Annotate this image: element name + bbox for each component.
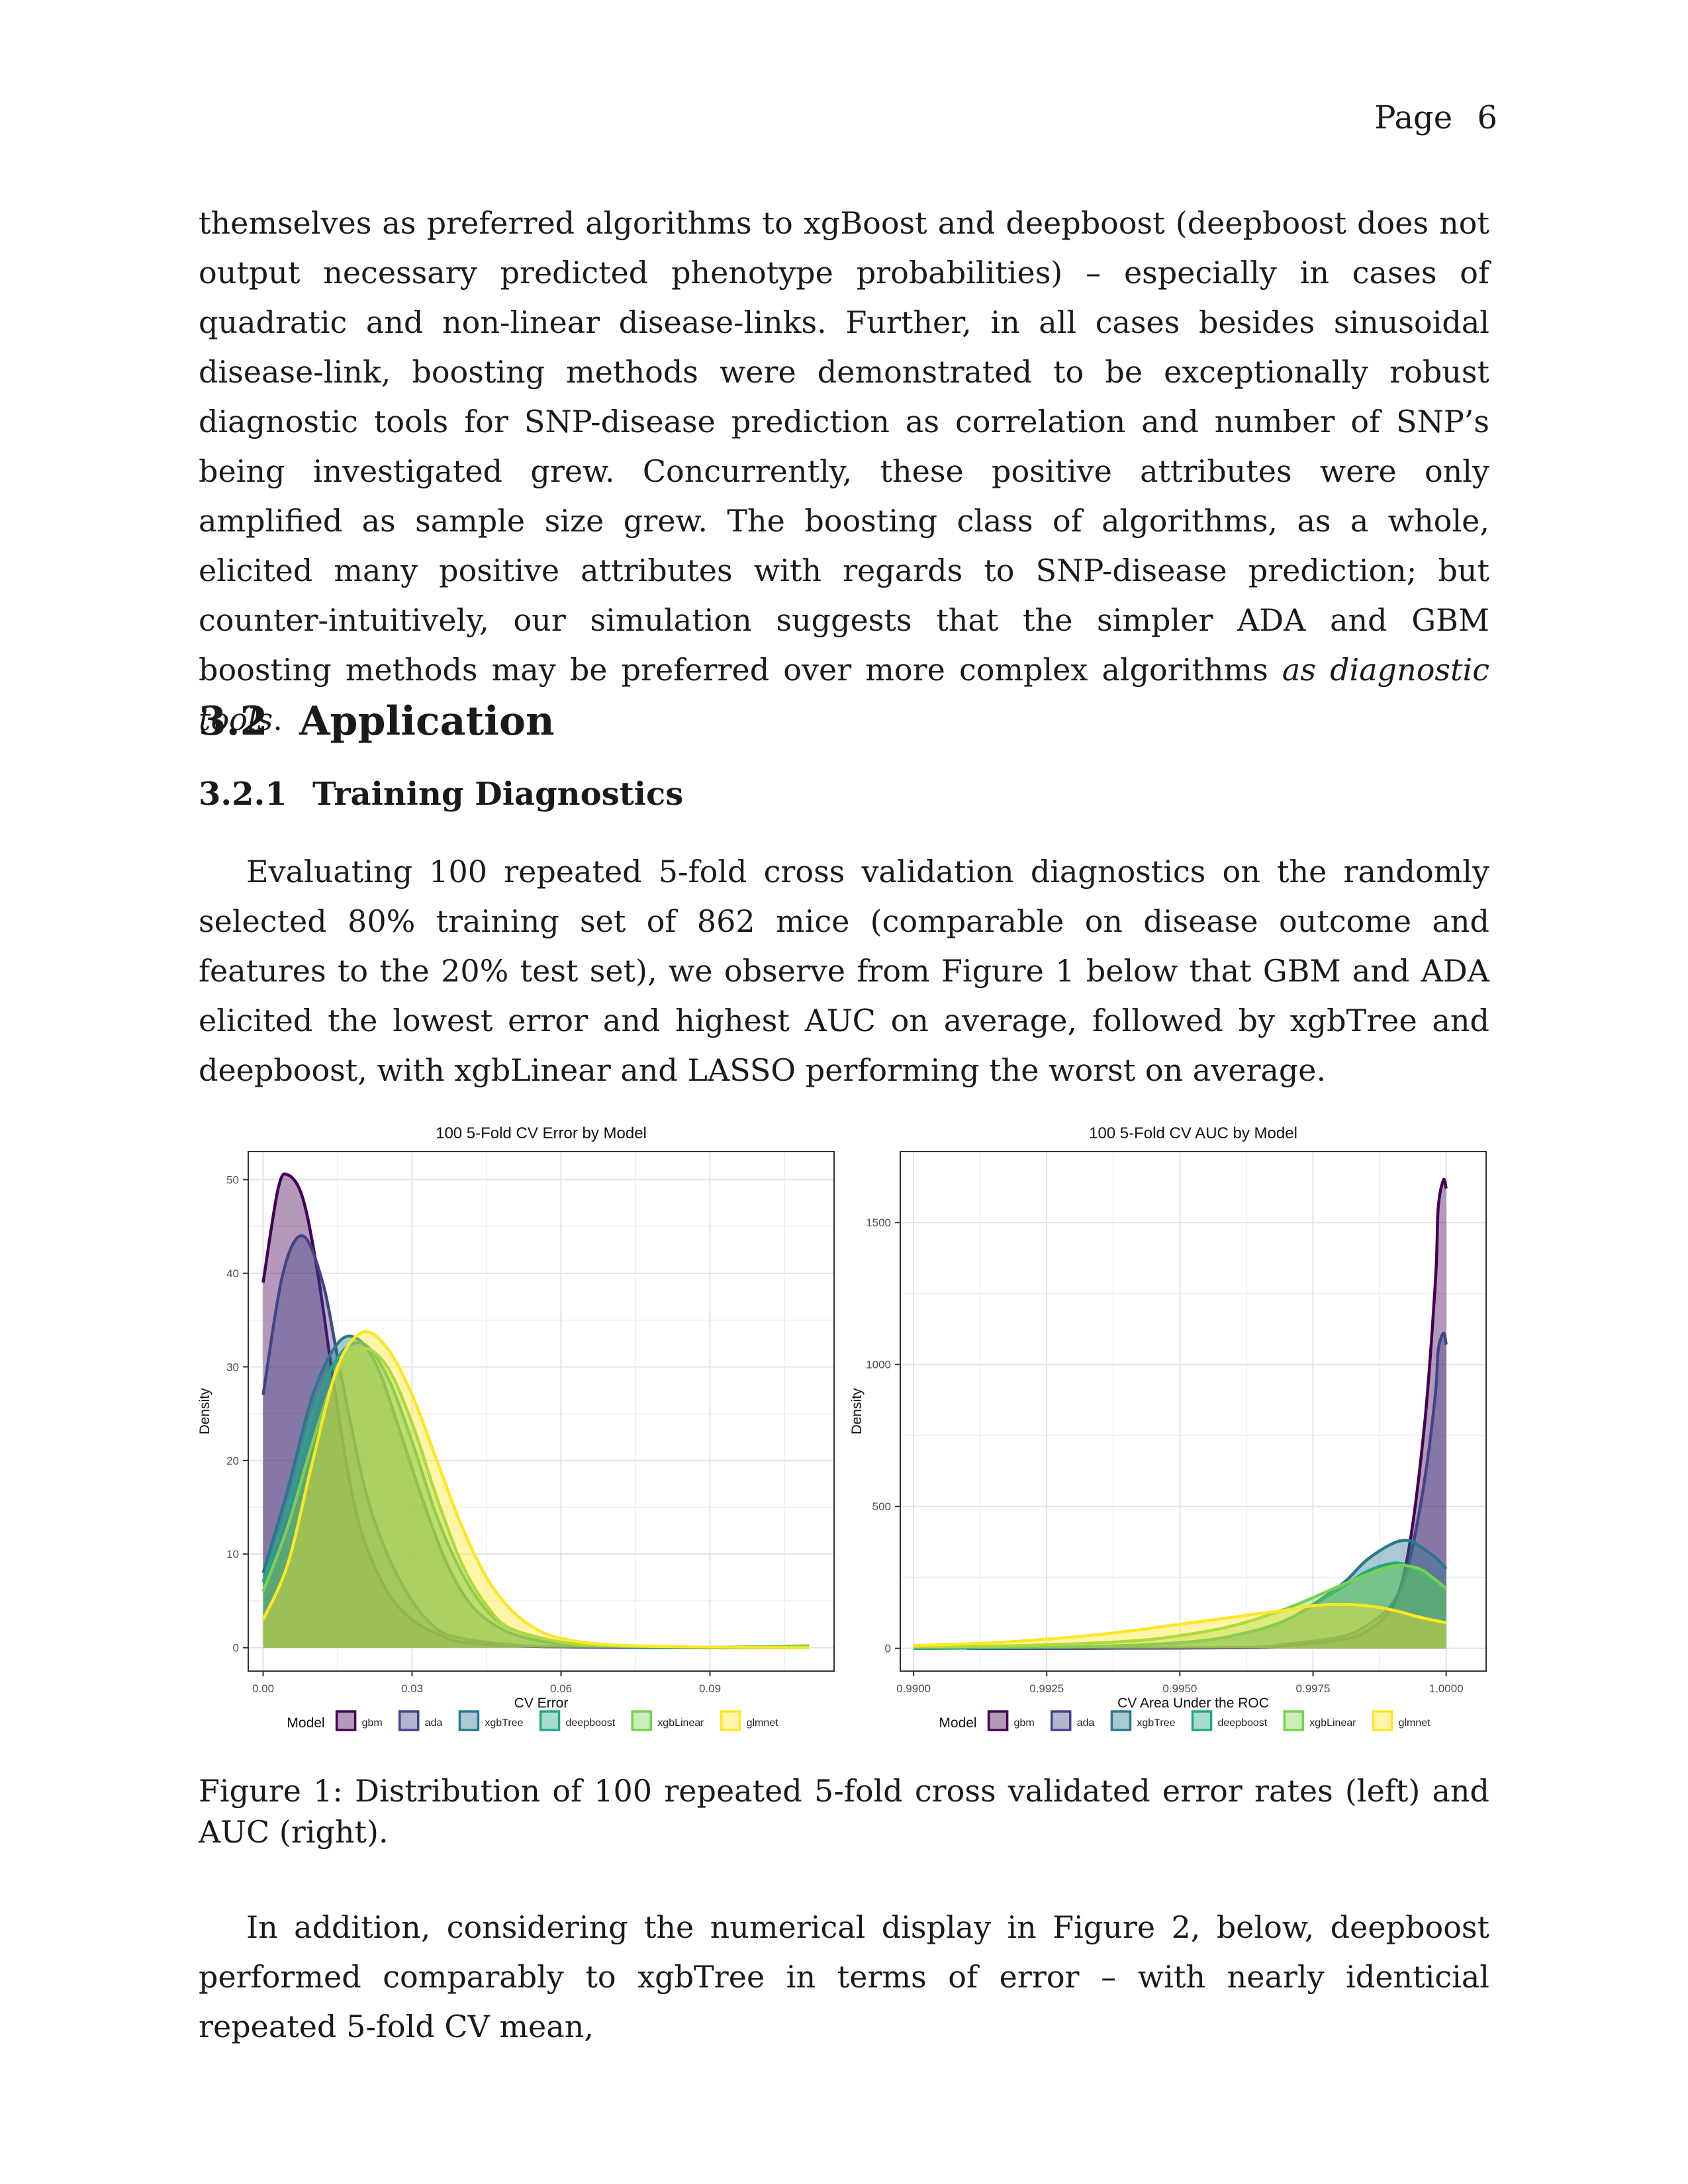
- legend-swatch-xgbLinear: [631, 1710, 653, 1731]
- chart-title: 100 5-Fold CV Error by Model: [436, 1124, 647, 1142]
- legend-title: Model: [287, 1715, 324, 1731]
- cv-error-svg: 100 5-Fold CV Error by Model 0.00 0.03 0.06…: [197, 1124, 835, 1731]
- legend-label-xgbTree: xgbTree: [1137, 1717, 1175, 1729]
- density-area-xgbTree: [914, 1540, 1446, 1649]
- y-tick-label: 30: [226, 1361, 239, 1373]
- legend-label-xgbTree: xgbTree: [485, 1717, 523, 1729]
- density-area-glmnet: [263, 1332, 810, 1648]
- legend-label-ada: ada: [425, 1717, 443, 1729]
- legend-label-xgbLinear: xgbLinear: [657, 1717, 704, 1729]
- y-axis-label: Density: [197, 1388, 212, 1435]
- plot-area: [248, 1152, 834, 1671]
- cv-auc-svg: 100 5-Fold CV AUC by Model 0.9900 0.9925 0.…: [849, 1124, 1487, 1731]
- page-label: Page: [1374, 99, 1453, 136]
- plot-area: [900, 1152, 1486, 1671]
- figure-caption: Figure 1: Distribution of 100 repeated 5…: [199, 1773, 1489, 1850]
- density-line-ada: [261, 1234, 810, 1649]
- density-line-glmnet: [914, 1602, 1447, 1647]
- density-area-xgbLinear: [263, 1347, 810, 1648]
- subsection-heading: 3.2.1 Training Diagnostics: [199, 776, 683, 813]
- legend-label-xgbLinear: xgbLinear: [1309, 1717, 1356, 1729]
- x-axis-label: CV Error: [514, 1696, 569, 1711]
- legend-swatch-ada: [1050, 1710, 1072, 1731]
- paragraph-intro-text: themselves as preferred algorithms to xg…: [199, 205, 1489, 688]
- cv-error-chart: 100 5-Fold CV Error by Model 0.00 0.03 0.06…: [185, 1112, 837, 1744]
- y-tick-label: 20: [226, 1455, 239, 1467]
- x-tick-label: 0.9925: [1029, 1682, 1064, 1695]
- page-header: Page 6: [1374, 99, 1497, 136]
- y-tick-label: 0: [885, 1643, 891, 1655]
- y-axis-label: Density: [849, 1388, 865, 1435]
- legend-label-deepboost: deepboost: [566, 1717, 616, 1729]
- legend-label-glmnet: glmnet: [747, 1717, 779, 1729]
- legend-title: Model: [939, 1715, 976, 1731]
- density-area-gbm: [263, 1173, 810, 1648]
- legend-swatch-gbm: [987, 1710, 1009, 1731]
- density-line-ada: [966, 1332, 1448, 1650]
- density-area-deepboost: [263, 1342, 810, 1648]
- x-tick-label: 0.9900: [896, 1682, 931, 1695]
- density-area-xgbLinear: [914, 1565, 1446, 1649]
- legend-label-deepboost: deepboost: [1218, 1717, 1268, 1729]
- y-tick-label: 10: [226, 1548, 239, 1561]
- page-number: 6: [1477, 99, 1497, 136]
- paragraph-training-diagnostics: Evaluating 100 repeated 5-fold cross val…: [199, 854, 1489, 1088]
- legend-swatch-xgbTree: [1110, 1710, 1132, 1731]
- subsection-title: Training Diagnostics: [312, 776, 684, 813]
- paragraph-intro-end: .: [273, 702, 283, 737]
- x-tick-label: 0.03: [401, 1682, 423, 1695]
- x-axis-label: CV Area Under the ROC: [1117, 1696, 1269, 1711]
- y-tick-label: 1500: [866, 1216, 891, 1229]
- density-area-ada: [263, 1236, 810, 1648]
- paragraph-intro-emphasis: as diagnostic tools: [199, 652, 1489, 737]
- section-number: 3.2: [199, 698, 268, 745]
- density-area-xgbTree: [263, 1336, 810, 1648]
- x-tick-label: 0.00: [252, 1682, 274, 1695]
- legend-label-ada: ada: [1077, 1717, 1095, 1729]
- legend-swatch-glmnet: [720, 1710, 741, 1731]
- legend-label-gbm: gbm: [362, 1717, 383, 1729]
- y-tick-label: 40: [226, 1267, 239, 1280]
- subsection-number: 3.2.1: [199, 776, 287, 813]
- section-title: Application: [299, 698, 555, 745]
- density-line-deepboost: [914, 1561, 1447, 1650]
- legend-swatch-glmnet: [1372, 1710, 1393, 1731]
- y-tick-label: 50: [226, 1173, 239, 1186]
- paragraph-intro: themselves as preferred algorithms to xg…: [199, 199, 1489, 745]
- x-tick-label: 0.9975: [1296, 1682, 1331, 1695]
- density-series: [914, 1177, 1448, 1650]
- y-tick-label: 0: [233, 1642, 239, 1655]
- density-area-gbm: [966, 1179, 1446, 1649]
- x-tick-label: 0.06: [550, 1682, 572, 1695]
- legend-label-glmnet: glmnet: [1399, 1717, 1431, 1729]
- legend-swatch-gbm: [335, 1710, 357, 1731]
- legend-label-gbm: gbm: [1014, 1717, 1035, 1729]
- paragraph-figure-2: In addition, considering the numerical d…: [199, 1909, 1489, 2044]
- cv-auc-chart: 100 5-Fold CV AUC by Model 0.9900 0.9925 0.…: [837, 1112, 1489, 1744]
- legend: Model gbm ada xgbTree deepboost xgbLinear glmn…: [287, 1710, 779, 1731]
- y-tick-label: 1000: [866, 1359, 891, 1371]
- density-area-deepboost: [914, 1563, 1446, 1649]
- section-heading: 3.2 Application: [199, 698, 555, 745]
- plot-border: [900, 1151, 1487, 1672]
- density-area-ada: [966, 1333, 1446, 1649]
- y-tick-label: 500: [872, 1500, 891, 1513]
- legend-swatch-xgbTree: [458, 1710, 480, 1731]
- density-area-glmnet: [914, 1604, 1446, 1649]
- legend-swatch-xgbLinear: [1283, 1710, 1305, 1731]
- legend-swatch-deepboost: [1191, 1710, 1213, 1731]
- plot-border: [248, 1151, 835, 1672]
- density-line-glmnet: [261, 1330, 810, 1649]
- legend-swatch-deepboost: [539, 1710, 561, 1731]
- density-series: [261, 1172, 810, 1649]
- legend-swatch-ada: [398, 1710, 420, 1731]
- x-tick-label: 0.09: [699, 1682, 721, 1695]
- x-tick-label: 0.9950: [1162, 1682, 1197, 1695]
- chart-title: 100 5-Fold CV AUC by Model: [1089, 1124, 1297, 1142]
- x-tick-label: 1.0000: [1429, 1682, 1464, 1695]
- legend: Model gbm ada xgbTree deepboost xgbLinear glmn…: [939, 1710, 1431, 1731]
